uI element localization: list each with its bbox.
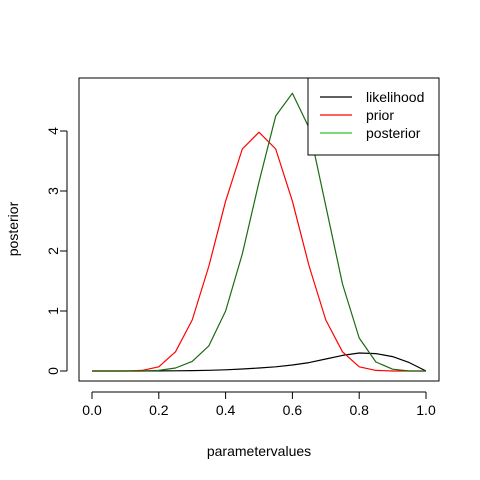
x-tick-label: 0.0	[82, 402, 102, 418]
series-line-prior	[92, 131, 426, 372]
series-line-posterior	[92, 92, 426, 372]
y-tick-label: 3	[45, 187, 61, 195]
y-axis-title: posterior	[5, 201, 21, 256]
x-tick-label: 0.2	[149, 402, 169, 418]
y-tick-label: 2	[45, 247, 61, 255]
legend-label-likelihood: likelihood	[366, 89, 424, 105]
y-tick-label: 1	[45, 307, 61, 315]
x-tick-label: 0.8	[349, 402, 369, 418]
legend: likelihood prior posterior	[307, 77, 440, 156]
x-axis-title: parametervalues	[207, 443, 311, 459]
y-axis: 0 1 2 3 4	[45, 127, 68, 375]
x-axis: 0.0 0.2 0.4 0.6 0.8 1.0	[82, 391, 436, 418]
y-tick-label: 0	[45, 367, 61, 375]
legend-box	[307, 77, 440, 156]
x-tick-label: 0.4	[216, 402, 236, 418]
y-tick-label: 4	[45, 127, 61, 135]
legend-label-prior: prior	[366, 107, 394, 123]
plot-border	[78, 77, 440, 382]
x-tick-label: 1.0	[416, 402, 436, 418]
series-layer	[92, 92, 427, 372]
x-tick-label: 0.6	[283, 402, 303, 418]
legend-label-posterior: posterior	[366, 125, 421, 141]
